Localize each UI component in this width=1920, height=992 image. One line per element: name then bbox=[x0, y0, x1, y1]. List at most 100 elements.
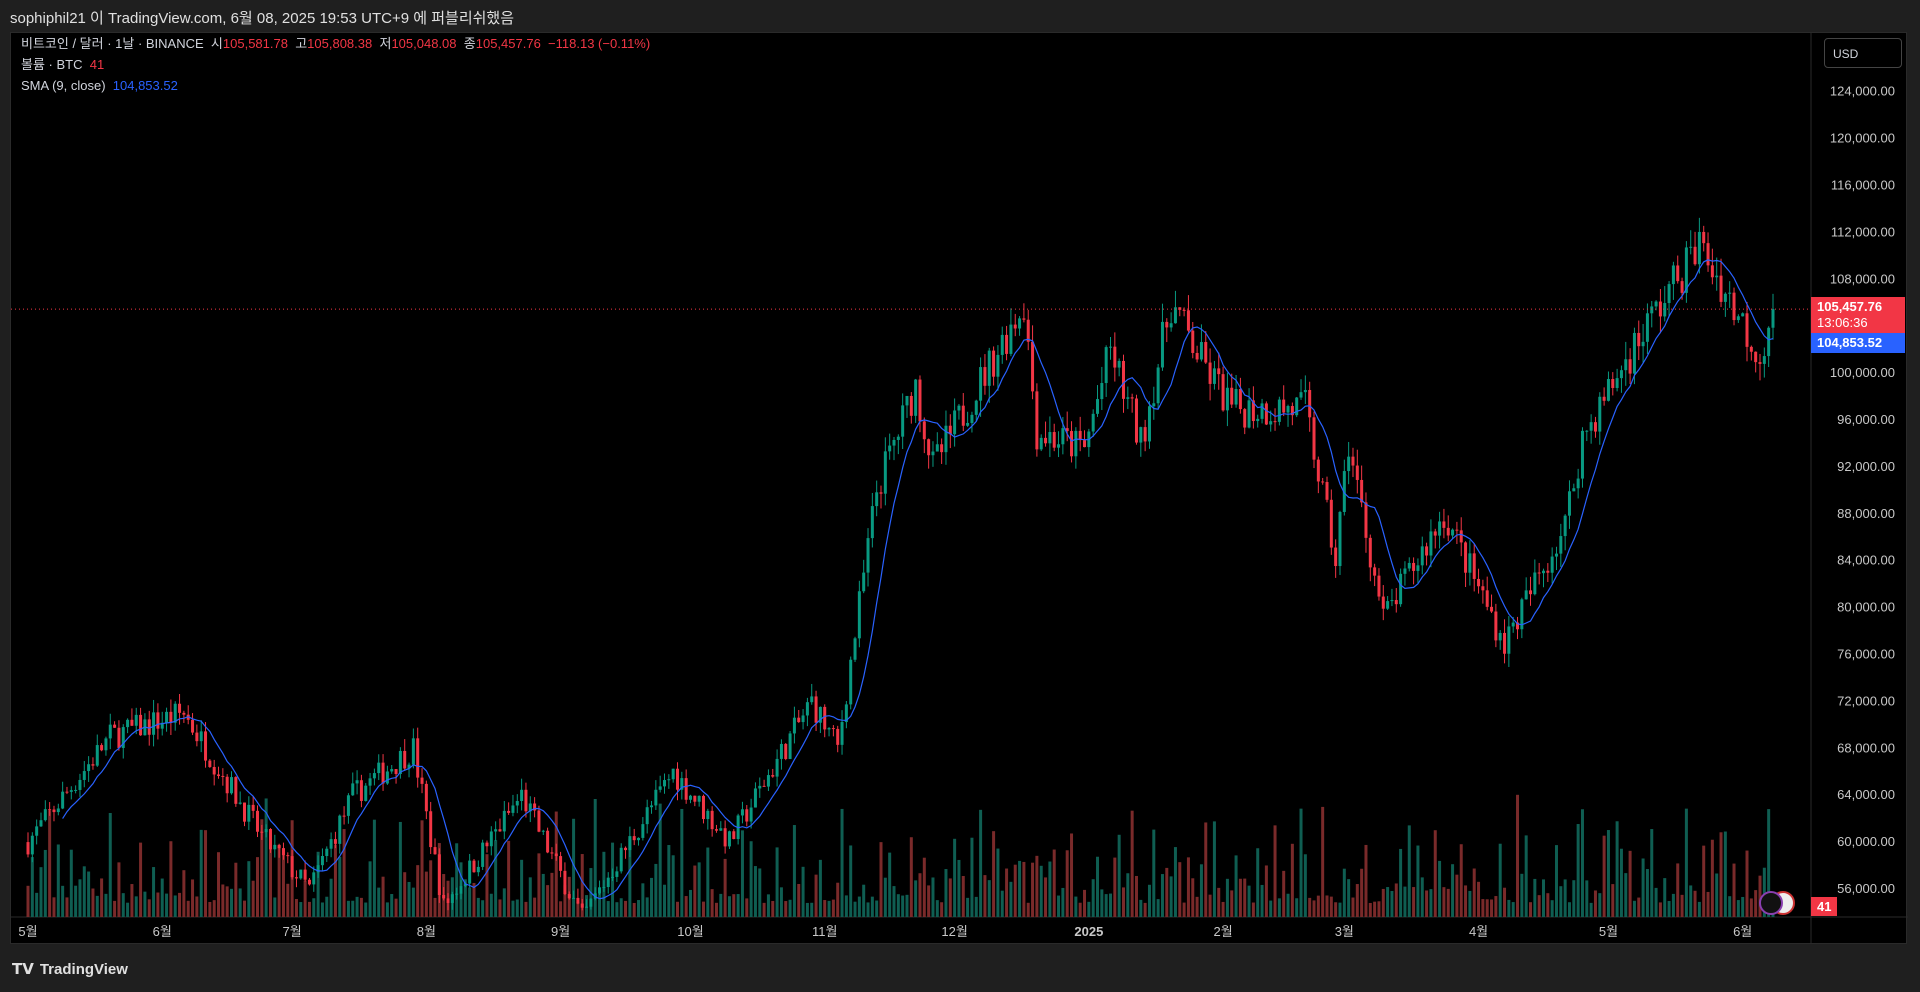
volume-bar bbox=[377, 887, 381, 917]
candle-body bbox=[126, 719, 130, 728]
volume-bar bbox=[1641, 858, 1645, 917]
candle-body bbox=[940, 444, 944, 453]
symbol-label[interactable]: 비트코인 / 달러 · 1날 · BINANCE bbox=[21, 36, 204, 51]
volume-bar bbox=[178, 892, 182, 917]
volume-bar bbox=[30, 857, 34, 917]
event-icon[interactable] bbox=[1759, 891, 1783, 915]
candle-body bbox=[957, 405, 961, 411]
price-tick-label: 120,000.00 bbox=[1830, 131, 1895, 146]
candle-body bbox=[1186, 310, 1190, 331]
candle-body bbox=[1771, 309, 1775, 328]
candle-body bbox=[797, 717, 801, 723]
candle-body bbox=[303, 869, 307, 880]
candle-body bbox=[30, 835, 34, 855]
volume-bar bbox=[498, 899, 502, 917]
candle-body bbox=[325, 848, 329, 857]
volume-bar bbox=[1347, 879, 1351, 917]
candle-body bbox=[589, 898, 593, 907]
volume-bar bbox=[1507, 899, 1511, 917]
volume-bar bbox=[502, 888, 506, 917]
volume-label[interactable]: 볼륨 · BTC bbox=[21, 57, 83, 72]
volume-bar bbox=[468, 887, 472, 917]
price-tick-label: 92,000.00 bbox=[1837, 459, 1895, 474]
volume-bar bbox=[463, 879, 467, 917]
volume-bar bbox=[35, 892, 39, 917]
candle-body bbox=[554, 853, 558, 857]
volume-bar bbox=[771, 900, 775, 917]
volume-bar bbox=[870, 896, 874, 917]
volume-bar bbox=[1390, 890, 1394, 917]
candle-body bbox=[753, 788, 757, 808]
candle-body bbox=[1498, 632, 1502, 641]
candle-body bbox=[931, 451, 935, 456]
candle-body bbox=[459, 886, 463, 894]
price-chart[interactable]: 124,000.00 120,000.00 116,000.00 112,000.00… bbox=[10, 32, 1908, 945]
candle-body bbox=[403, 750, 407, 769]
volume-bar bbox=[593, 798, 597, 917]
volume-bar bbox=[1637, 897, 1641, 917]
candle-body bbox=[108, 724, 112, 739]
volume-bar bbox=[182, 870, 186, 917]
candle-body bbox=[498, 829, 502, 832]
candle-body bbox=[481, 842, 485, 867]
volume-bar bbox=[1126, 873, 1130, 917]
volume-bar bbox=[1710, 839, 1714, 917]
volume-bar bbox=[165, 893, 169, 917]
volume-bar bbox=[1360, 868, 1364, 917]
volume-bar bbox=[1070, 833, 1074, 917]
volume-bar bbox=[1338, 902, 1342, 917]
volume-bar bbox=[554, 811, 558, 917]
price-tick-label: 124,000.00 bbox=[1830, 84, 1895, 99]
volume-bar bbox=[931, 877, 935, 917]
time-tick-label: 9월 bbox=[551, 924, 570, 939]
volume-bar bbox=[1472, 868, 1476, 917]
volume-bar bbox=[823, 900, 827, 917]
candle-body bbox=[1697, 231, 1701, 265]
volume-bar bbox=[1606, 830, 1610, 917]
tradingview-logo[interactable]: 𝗧𝗩 TradingView bbox=[12, 960, 128, 979]
currency-button[interactable]: USD bbox=[1824, 38, 1902, 68]
volume-bar bbox=[1619, 848, 1623, 917]
footer: 𝗧𝗩 TradingView bbox=[0, 944, 1920, 992]
volume-bar bbox=[1139, 899, 1143, 917]
volume-bar bbox=[52, 897, 56, 917]
candle-body bbox=[1632, 332, 1636, 374]
candle-body bbox=[953, 410, 957, 435]
candle-body bbox=[359, 780, 363, 801]
price-tick-label: 84,000.00 bbox=[1837, 553, 1895, 568]
candle-body bbox=[827, 728, 831, 730]
chart-canvas[interactable]: 124,000.00 120,000.00 116,000.00 112,000.00… bbox=[11, 33, 1908, 945]
volume-bar bbox=[1282, 870, 1286, 917]
candle-body bbox=[637, 837, 641, 841]
candle-body bbox=[208, 760, 212, 767]
candle-body bbox=[615, 871, 619, 877]
volume-bar bbox=[134, 896, 138, 917]
candle-body bbox=[641, 824, 645, 838]
volume-bar bbox=[840, 808, 844, 917]
volume-bar bbox=[520, 859, 524, 917]
chart-legend: 비트코인 / 달러 · 1날 · BINANCE 시105,581.78 고10… bbox=[21, 33, 650, 96]
volume-bar bbox=[351, 900, 355, 917]
candle-body bbox=[667, 779, 671, 781]
candle-body bbox=[1260, 403, 1264, 419]
volume-bar bbox=[1212, 821, 1216, 917]
candle-body bbox=[1689, 246, 1693, 248]
candle-body bbox=[810, 696, 814, 703]
sma-label[interactable]: SMA (9, close) bbox=[21, 78, 106, 93]
candle-body bbox=[1078, 430, 1082, 441]
volume-bar bbox=[688, 889, 692, 917]
volume-bar bbox=[1091, 879, 1095, 917]
volume-bar bbox=[940, 902, 944, 917]
volume-bar bbox=[1243, 878, 1247, 917]
time-tick-label: 12월 bbox=[941, 924, 967, 939]
volume-bar bbox=[1676, 863, 1680, 917]
candle-body bbox=[1065, 428, 1069, 432]
volume-bar bbox=[1399, 848, 1403, 917]
volume-bar bbox=[368, 861, 372, 917]
candle-body bbox=[1173, 307, 1177, 324]
volume-tag: 41 bbox=[1811, 897, 1838, 916]
candle-body bbox=[1364, 502, 1368, 538]
volume-bar bbox=[1169, 876, 1173, 917]
volume-bar bbox=[325, 896, 329, 917]
candle-body bbox=[1433, 531, 1437, 536]
